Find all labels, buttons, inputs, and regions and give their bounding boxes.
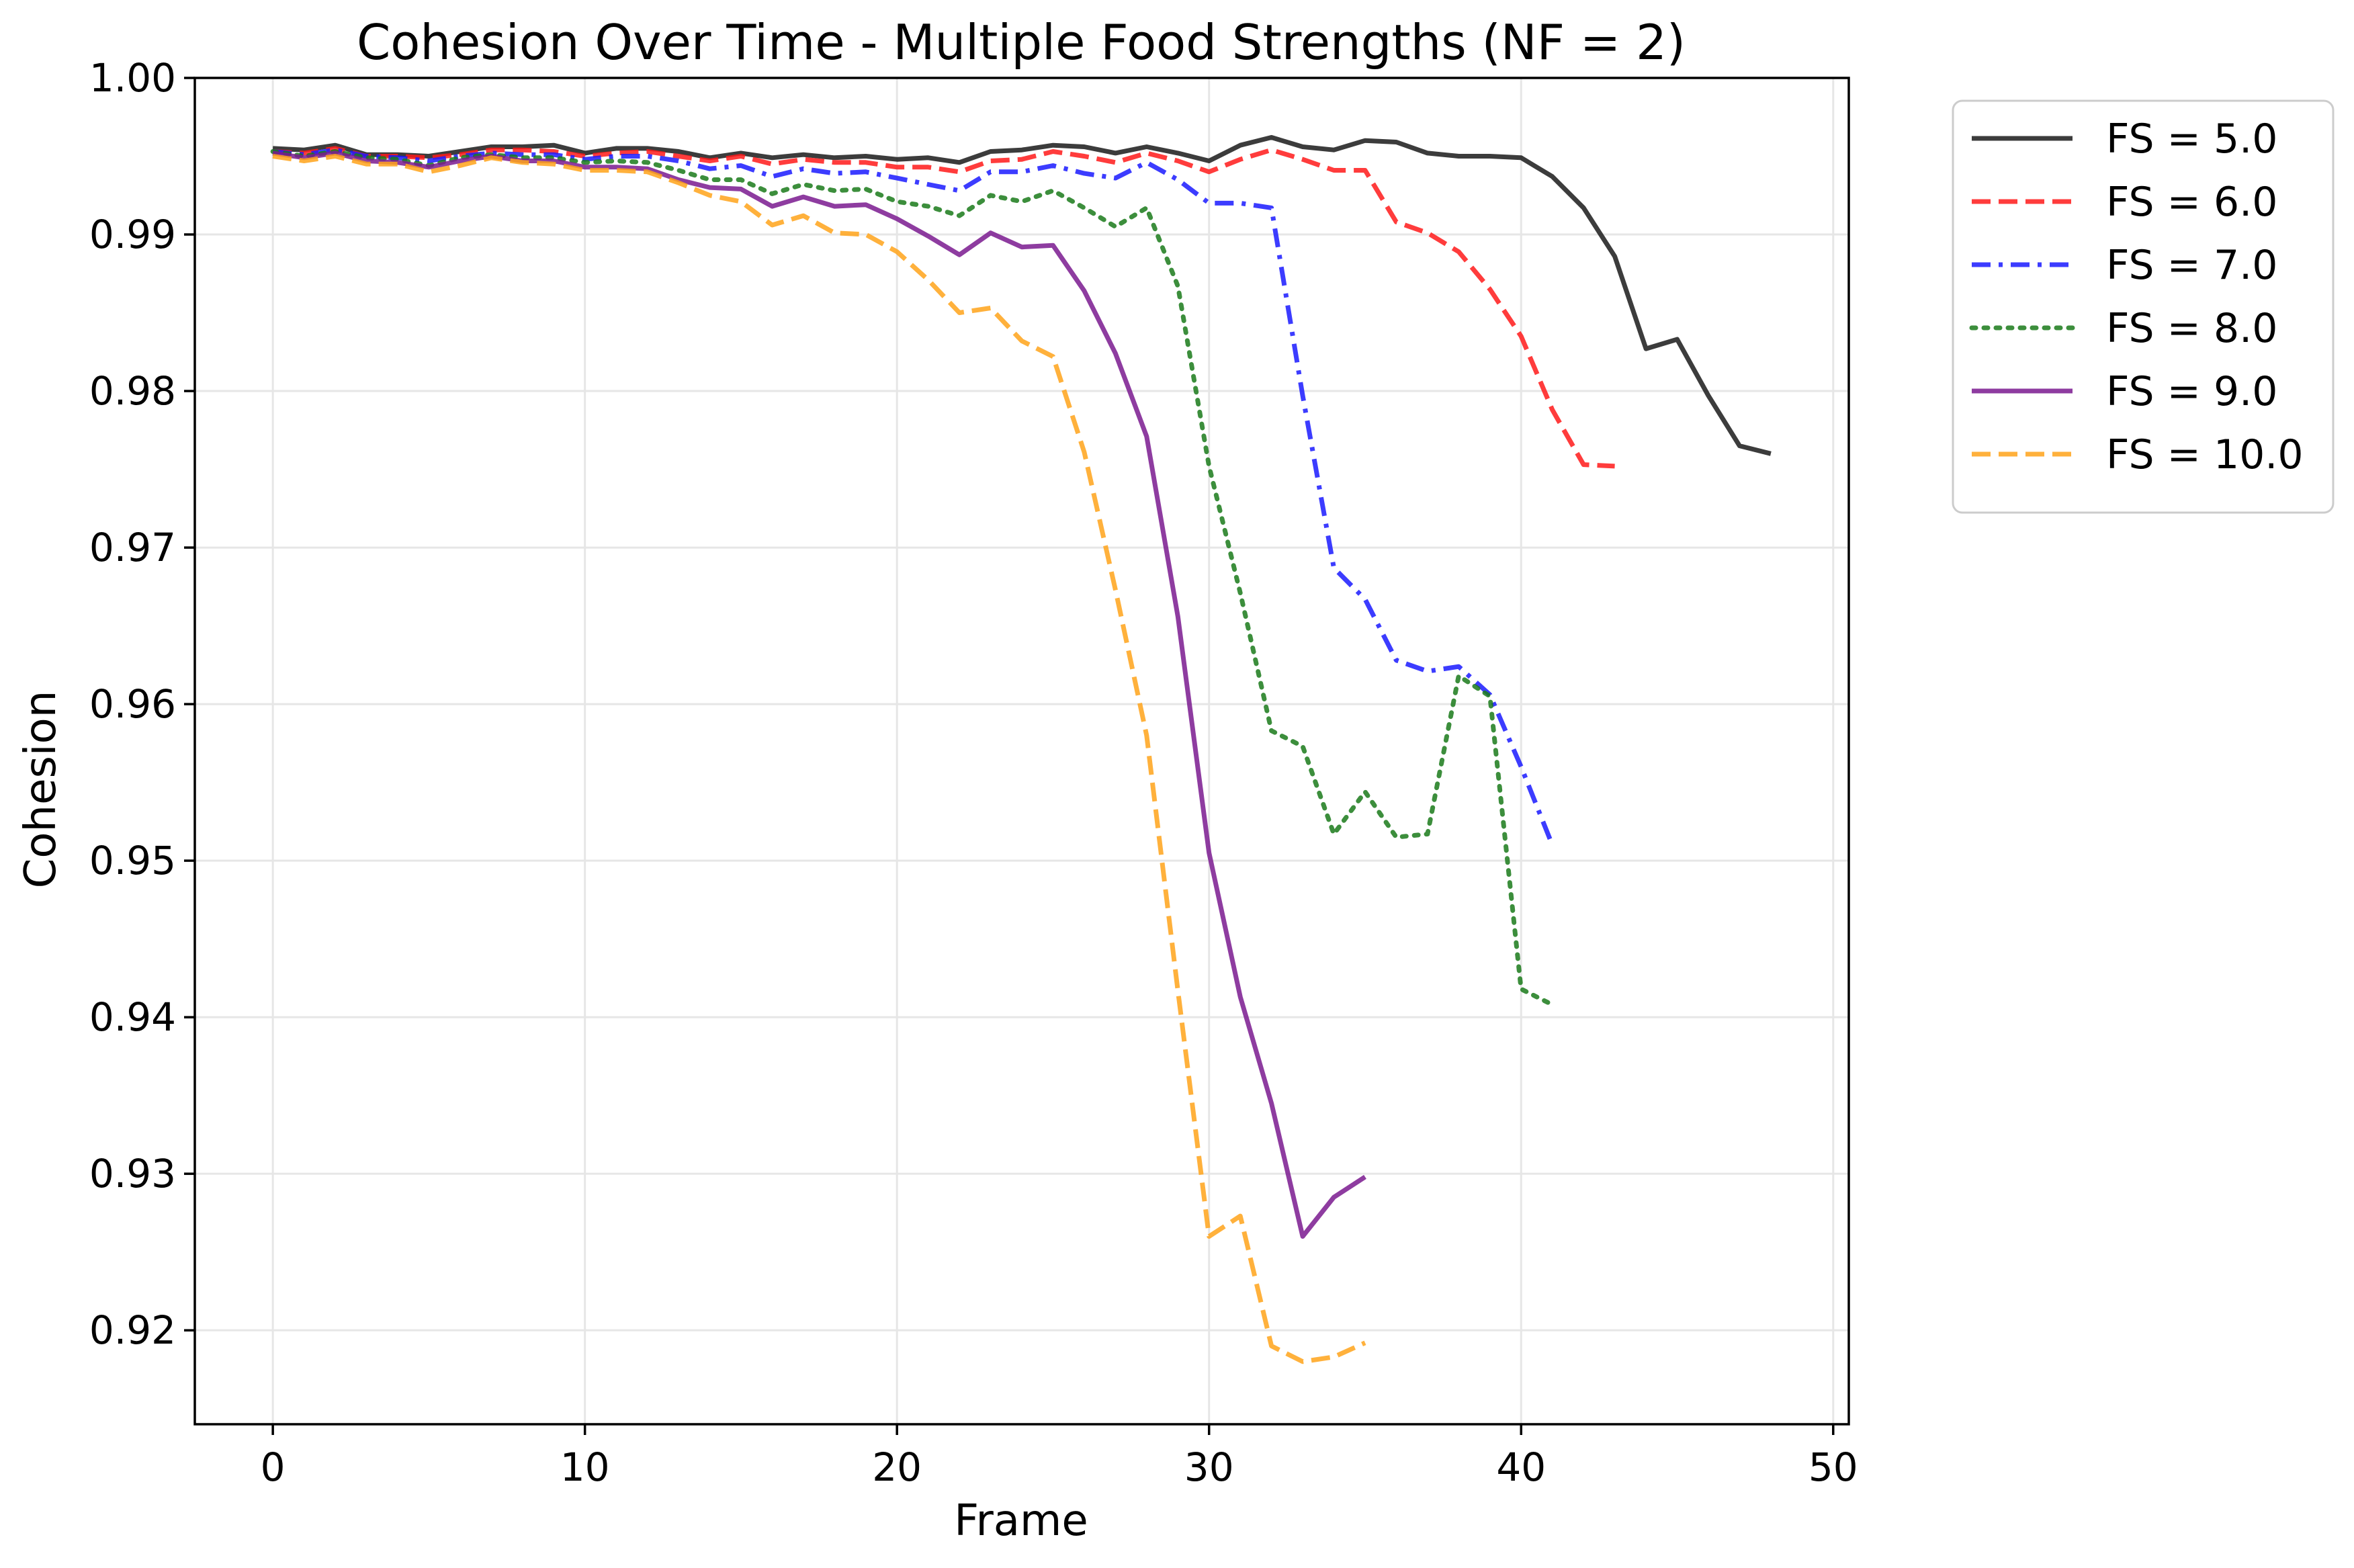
y-tick-label: 0.95 <box>89 838 176 883</box>
legend-label: FS = 8.0 <box>2106 305 2277 352</box>
y-tick-label: 1.00 <box>89 55 176 101</box>
legend: FS = 5.0 FS = 6.0 FS = 7.0 FS = 8.0 FS = 9.0… <box>1952 99 2335 514</box>
series-lines <box>270 135 1772 1364</box>
y-tick-label: 0.93 <box>89 1151 176 1196</box>
x-tick-label: 0 <box>261 1444 286 1490</box>
x-tick-label: 40 <box>1496 1444 1546 1490</box>
legend-box <box>1952 99 2335 514</box>
series-line-fs-5 <box>272 135 1772 456</box>
y-tick-label: 0.92 <box>89 1307 176 1353</box>
chart-title: Cohesion Over Time - Multiple Food Stren… <box>357 14 1686 71</box>
series-line-fs-7 <box>272 147 1555 846</box>
axis-ticks: 0 10 20 30 40 50 0.92 0.93 0.94 0.95 0.96 0.97 0.98 0… <box>89 55 1858 1490</box>
y-tick-label: 0.98 <box>89 368 176 414</box>
legend-label: FS = 5.0 <box>2106 116 2277 163</box>
series-line-fs-10 <box>272 154 1366 1364</box>
y-axis-label: Cohesion <box>16 691 66 889</box>
series-line-fs-9 <box>272 150 1366 1239</box>
series-line-fs-6 <box>272 146 1615 469</box>
y-tick-label: 0.94 <box>89 994 176 1040</box>
x-tick-label: 20 <box>872 1444 922 1490</box>
legend-label: FS = 6.0 <box>2106 179 2277 226</box>
plot-area-frame <box>193 77 1850 1426</box>
x-tick-label: 50 <box>1808 1444 1858 1490</box>
legend-label: FS = 10.0 <box>2106 431 2304 478</box>
y-tick-label: 0.99 <box>89 212 176 257</box>
x-tick-label: 30 <box>1184 1444 1234 1490</box>
legend-label: FS = 9.0 <box>2106 368 2277 415</box>
y-tick-label: 0.96 <box>89 681 176 727</box>
legend-label: FS = 7.0 <box>2106 242 2277 289</box>
x-axis-label: Frame <box>954 1496 1088 1546</box>
x-tick-label: 10 <box>560 1444 610 1490</box>
y-tick-label: 0.97 <box>89 525 176 570</box>
